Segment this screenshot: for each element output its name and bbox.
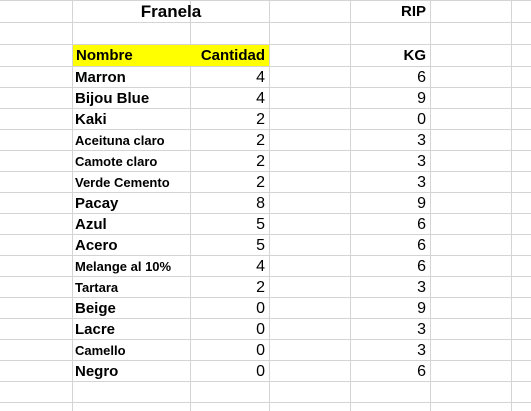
table-row-kg[interactable]: 6 [417, 258, 426, 275]
table-row-kg[interactable]: 6 [417, 69, 426, 86]
column-gridline [511, 0, 512, 411]
row-gridline [0, 213, 531, 214]
row-gridline [0, 87, 531, 88]
table-row-kg[interactable]: 3 [417, 321, 426, 338]
table-row-name[interactable]: Bijou Blue [75, 90, 150, 107]
nombre-header[interactable]: Nombre [73, 45, 190, 66]
table-row-name[interactable]: Verde Cemento [75, 175, 170, 190]
table-row-cantidad[interactable]: 5 [256, 216, 265, 233]
table-row-name[interactable]: Marron [75, 69, 126, 86]
row-gridline [0, 66, 531, 67]
row-gridline [0, 22, 531, 23]
table-row-name[interactable]: Pacay [75, 195, 119, 212]
table-row-kg[interactable]: 3 [417, 174, 426, 191]
table-row-name[interactable]: Kaki [75, 111, 107, 128]
table-row-name[interactable]: Camello [75, 343, 126, 358]
table-row-kg[interactable]: 9 [417, 195, 426, 212]
row-gridline [0, 44, 531, 45]
sheet-title[interactable]: Franela [140, 2, 202, 21]
table-row-kg[interactable]: 6 [417, 363, 426, 380]
table-row-name[interactable]: Aceituna claro [75, 133, 165, 148]
table-row-cantidad[interactable]: 2 [256, 174, 265, 191]
row-gridline [0, 192, 531, 193]
cantidad-header[interactable]: Cantidad [190, 45, 269, 66]
row-gridline [0, 171, 531, 172]
table-row-name[interactable]: Acero [75, 237, 118, 254]
table-row-kg[interactable]: 3 [417, 342, 426, 359]
table-row-kg[interactable]: 6 [417, 216, 426, 233]
table-row-cantidad[interactable]: 5 [256, 237, 265, 254]
rip-label[interactable]: RIP [400, 3, 426, 20]
row-gridline [0, 150, 531, 151]
table-row-kg[interactable]: 9 [417, 300, 426, 317]
table-row-name[interactable]: Beige [75, 300, 116, 317]
row-gridline [0, 381, 531, 382]
row-gridline [0, 129, 531, 130]
table-row-cantidad[interactable]: 2 [256, 153, 265, 170]
row-gridline [0, 234, 531, 235]
table-row-name[interactable]: Melange al 10% [75, 259, 172, 274]
row-gridline [0, 255, 531, 256]
column-gridline [350, 0, 351, 411]
table-row-name[interactable]: Tartara [75, 280, 119, 295]
row-gridline [0, 339, 531, 340]
table-row-kg[interactable]: 0 [417, 111, 426, 128]
kg-header[interactable]: KG [403, 47, 427, 64]
column-gridline [190, 0, 191, 411]
table-row-name[interactable]: Lacre [75, 321, 116, 338]
table-row-name[interactable]: Azul [75, 216, 107, 233]
table-row-cantidad[interactable]: 2 [256, 279, 265, 296]
row-gridline [0, 108, 531, 109]
row-gridline [0, 297, 531, 298]
row-gridline [0, 318, 531, 319]
row-gridline [0, 0, 531, 1]
row-gridline [0, 402, 531, 403]
table-row-kg[interactable]: 3 [417, 279, 426, 296]
table-row-cantidad[interactable]: 4 [256, 90, 265, 107]
table-row-cantidad[interactable]: 2 [256, 132, 265, 149]
row-gridline [0, 360, 531, 361]
table-row-kg[interactable]: 3 [417, 153, 426, 170]
table-row-cantidad[interactable]: 8 [256, 195, 265, 212]
table-row-kg[interactable]: 3 [417, 132, 426, 149]
table-row-kg[interactable]: 9 [417, 90, 426, 107]
table-row-cantidad[interactable]: 4 [256, 258, 265, 275]
table-row-cantidad[interactable]: 0 [256, 342, 265, 359]
table-row-name[interactable]: Negro [75, 363, 119, 380]
table-row-name[interactable]: Camote claro [75, 154, 158, 169]
row-gridline [0, 276, 531, 277]
column-gridline [430, 0, 431, 411]
table-row-cantidad[interactable]: 4 [256, 69, 265, 86]
column-gridline [72, 0, 73, 411]
table-row-cantidad[interactable]: 0 [256, 321, 265, 338]
table-row-cantidad[interactable]: 2 [256, 111, 265, 128]
table-row-cantidad[interactable]: 0 [256, 300, 265, 317]
table-row-cantidad[interactable]: 0 [256, 363, 265, 380]
table-row-kg[interactable]: 6 [417, 237, 426, 254]
column-gridline [269, 0, 270, 411]
